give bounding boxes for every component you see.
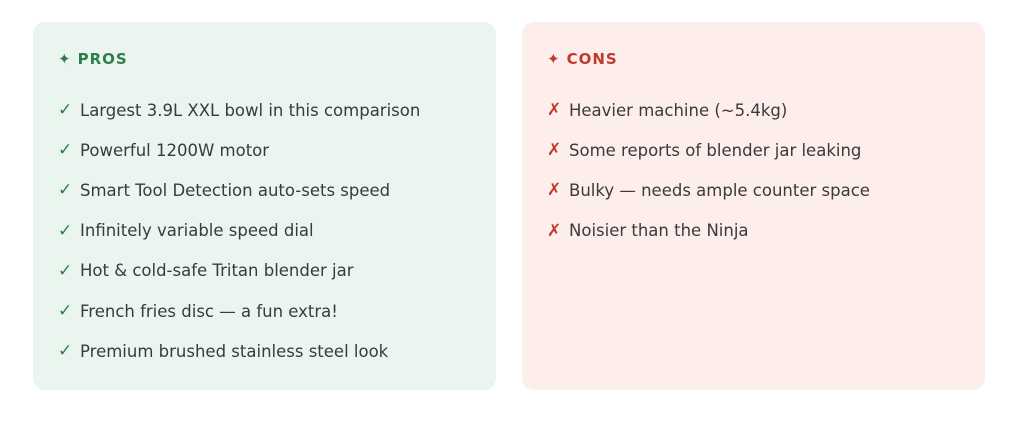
cons-item-text: Bulky — needs ample counter space [569, 180, 870, 200]
cons-item-text: Heavier machine (~5.4kg) [569, 100, 788, 120]
check-icon: ✓ [58, 341, 73, 362]
pros-item: ✓ Hot & cold-safe Tritan blender jar [58, 251, 420, 291]
pros-item: ✓ Largest 3.9L XXL bowl in this compariso… [58, 90, 420, 130]
cons-list: ✗ Heavier machine (~5.4kg) ✗ Some reports … [547, 90, 870, 251]
cross-icon: ✗ [547, 180, 562, 201]
pros-title: PROS [77, 50, 128, 68]
pros-item: ✓ Premium brushed stainless steel look [58, 331, 420, 371]
cons-item: ✗ Noisier than the Ninja [547, 211, 870, 251]
pros-item-text: Premium brushed stainless steel look [80, 341, 389, 361]
cross-icon: ✗ [547, 220, 562, 241]
cross-icon: ✗ [547, 140, 562, 161]
cons-item: ✗ Bulky — needs ample counter space [547, 170, 870, 210]
pros-item-text: Hot & cold-safe Tritan blender jar [80, 261, 354, 281]
check-icon: ✓ [58, 260, 73, 281]
pros-item-text: Infinitely variable speed dial [80, 221, 314, 241]
cons-heading: ✦ CONS [547, 50, 618, 68]
sparkle-icon: ✦ [58, 50, 72, 68]
pros-item: ✓ Powerful 1200W motor [58, 130, 420, 170]
cons-title: CONS [566, 50, 618, 68]
pros-list: ✓ Largest 3.9L XXL bowl in this compariso… [58, 90, 420, 371]
pros-heading: ✦ PROS [58, 50, 128, 68]
cons-item-text: Some reports of blender jar leaking [569, 140, 862, 160]
pros-item: ✓ Infinitely variable speed dial [58, 211, 420, 251]
pros-item: ✓ Smart Tool Detection auto-sets speed [58, 170, 420, 210]
cons-card: ✦ CONS ✗ Heavier machine (~5.4kg) ✗ Some r… [522, 22, 985, 390]
cross-icon: ✗ [547, 100, 562, 121]
check-icon: ✓ [58, 180, 73, 201]
pros-item-text: Powerful 1200W motor [80, 140, 270, 160]
pros-item-text: French fries disc — a fun extra! [80, 301, 338, 321]
cons-item-text: Noisier than the Ninja [569, 221, 749, 241]
pros-item: ✓ French fries disc — a fun extra! [58, 291, 420, 331]
cons-item: ✗ Some reports of blender jar leaking [547, 130, 870, 170]
check-icon: ✓ [58, 140, 73, 161]
pros-card: ✦ PROS ✓ Largest 3.9L XXL bowl in this co… [33, 22, 496, 390]
pros-item-text: Largest 3.9L XXL bowl in this comparison [80, 100, 421, 120]
check-icon: ✓ [58, 100, 73, 121]
sparkle-icon: ✦ [547, 50, 561, 68]
check-icon: ✓ [58, 220, 73, 241]
check-icon: ✓ [58, 301, 73, 322]
cons-item: ✗ Heavier machine (~5.4kg) [547, 90, 870, 130]
pros-item-text: Smart Tool Detection auto-sets speed [80, 180, 391, 200]
